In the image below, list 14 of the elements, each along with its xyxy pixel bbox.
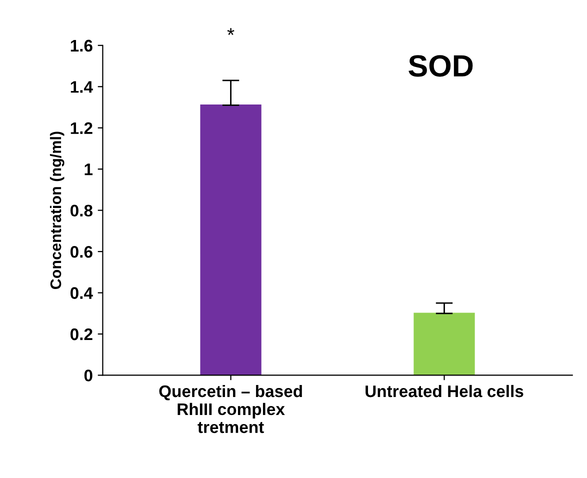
y-tick-label: 1.4 <box>70 81 93 93</box>
y-tick-label: 1 <box>84 164 93 176</box>
y-tick-label: 0.4 <box>70 287 93 299</box>
chart-title: SOD <box>408 55 473 77</box>
x-tick-label: Untreated Hela cells <box>366 384 524 398</box>
y-tick-label: 0.6 <box>70 246 92 258</box>
y-tick-label: 0.2 <box>70 328 92 340</box>
y-axis-title: Concentration (ng/ml) <box>50 132 64 290</box>
y-tick-label: 1.2 <box>70 122 92 134</box>
annotation: * <box>227 28 234 36</box>
y-tick-label: 1.6 <box>70 40 92 52</box>
y-tick-label: 0.8 <box>70 204 92 217</box>
y-tick-label: 0 <box>84 370 92 382</box>
x-tick-label: Quercetin – based RhIII complex tretment <box>159 384 302 434</box>
